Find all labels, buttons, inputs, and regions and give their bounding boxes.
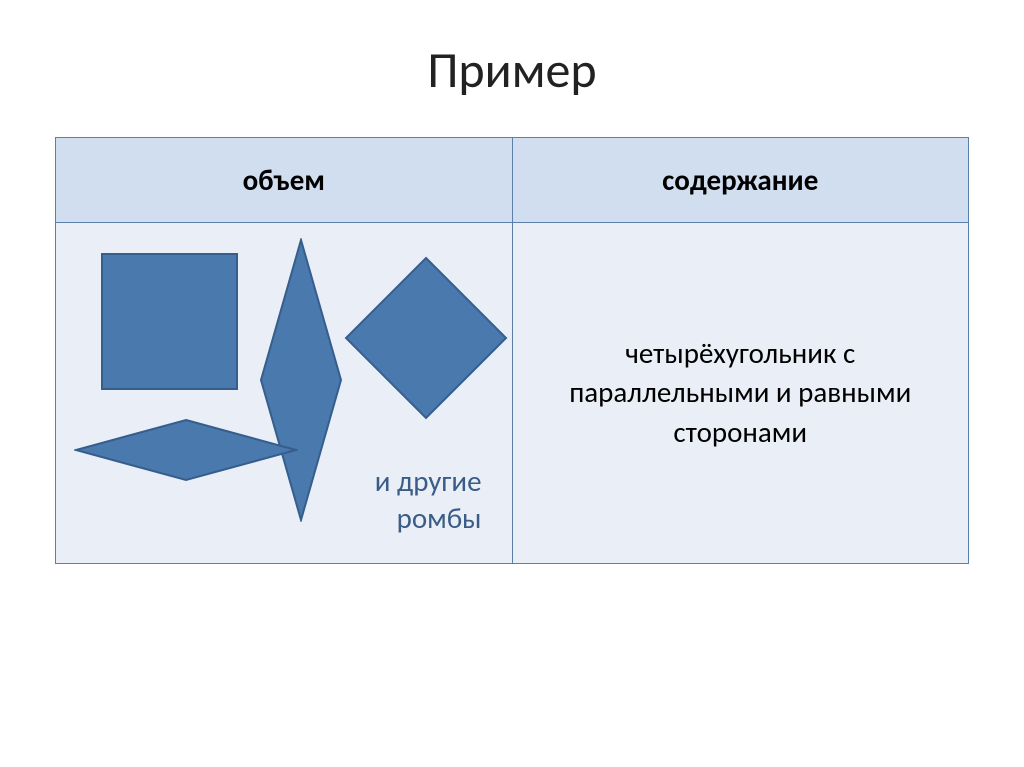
cell-volume: и другие ромбы bbox=[56, 223, 513, 564]
caption-line-2: ромбы bbox=[397, 500, 482, 536]
description-text: четырёхугольник с параллельными и равным… bbox=[513, 334, 969, 451]
concept-table: объем содержание bbox=[55, 137, 969, 564]
header-content: содержание bbox=[512, 138, 969, 223]
table-body-row: и другие ромбы четырёхугольник с паралле… bbox=[56, 223, 969, 564]
header-volume: объем bbox=[56, 138, 513, 223]
page-title: Пример bbox=[55, 40, 969, 101]
table-header-row: объем содержание bbox=[56, 138, 969, 223]
square-icon bbox=[101, 253, 240, 392]
slide: Пример объем содержание bbox=[0, 0, 1024, 767]
shapes-area: и другие ромбы bbox=[56, 223, 512, 563]
caption-line-1: и другие bbox=[375, 463, 482, 499]
cell-content: четырёхугольник с параллельными и равным… bbox=[512, 223, 969, 564]
flat-rhombus-icon bbox=[74, 418, 298, 482]
rotated-square-icon bbox=[344, 256, 508, 420]
shapes-caption: и другие ромбы bbox=[375, 463, 482, 538]
